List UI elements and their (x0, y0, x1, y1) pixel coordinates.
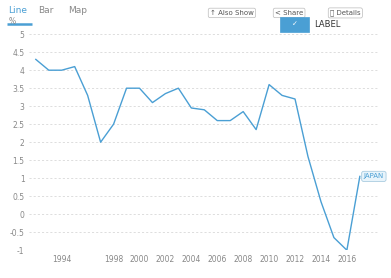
Text: Line: Line (8, 6, 27, 16)
Text: JAPAN: JAPAN (364, 173, 384, 179)
Text: ↑ Also Show: ↑ Also Show (210, 10, 254, 16)
Text: Map: Map (68, 6, 87, 16)
Text: LABEL: LABEL (314, 20, 340, 29)
Text: ✓: ✓ (292, 21, 298, 28)
FancyBboxPatch shape (280, 17, 309, 32)
Text: %: % (8, 17, 16, 26)
Text: ⓘ Details: ⓘ Details (330, 10, 361, 16)
Text: < Share: < Share (275, 10, 303, 16)
Text: Bar: Bar (38, 6, 54, 16)
